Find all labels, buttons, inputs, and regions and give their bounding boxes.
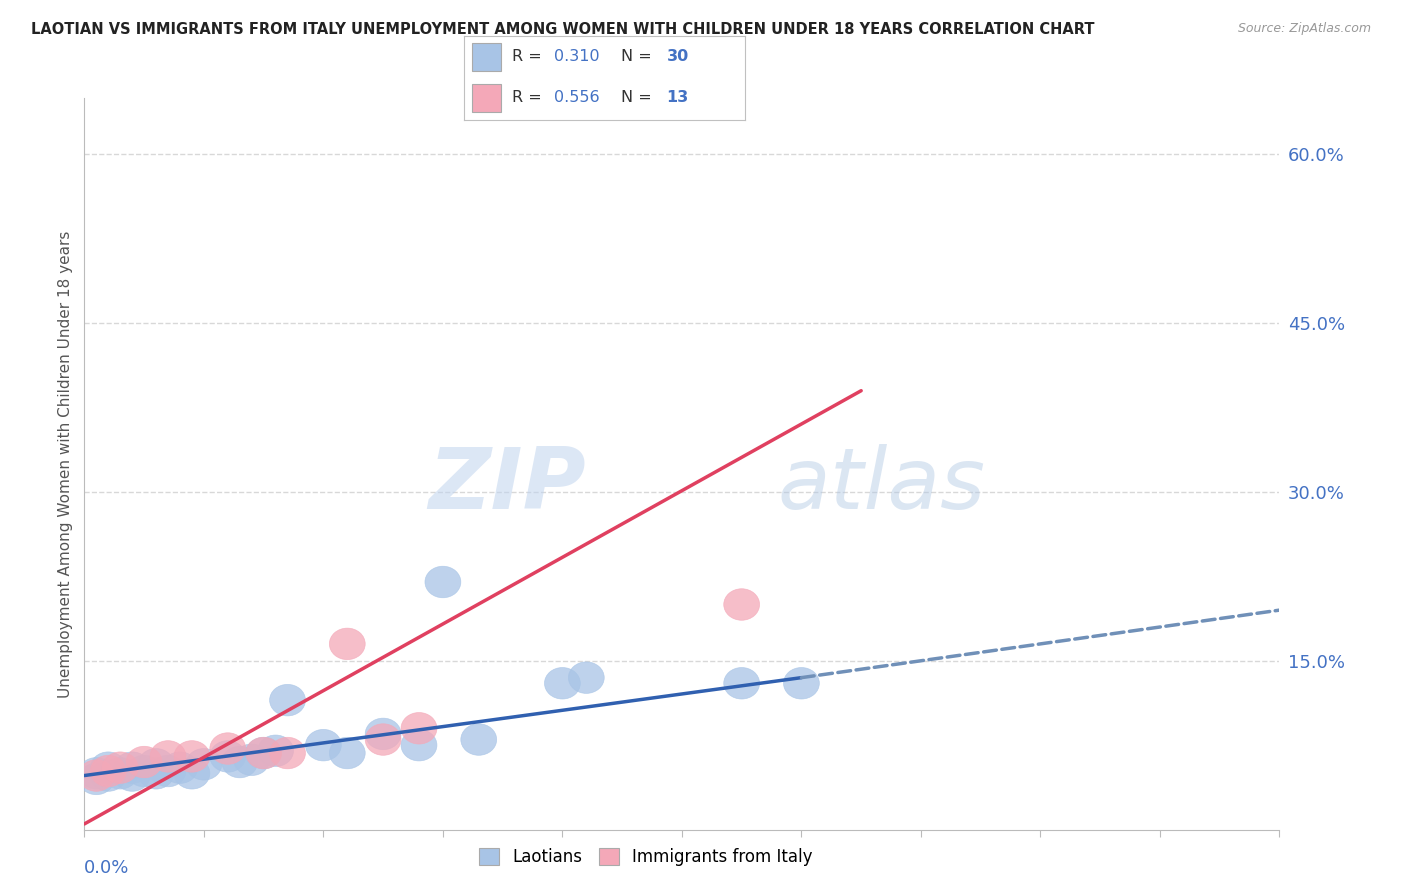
Ellipse shape	[401, 713, 437, 744]
Ellipse shape	[246, 738, 281, 769]
Ellipse shape	[305, 730, 342, 761]
Text: atlas: atlas	[778, 444, 986, 527]
Ellipse shape	[366, 723, 401, 756]
Ellipse shape	[150, 740, 186, 772]
Ellipse shape	[127, 747, 162, 778]
Text: LAOTIAN VS IMMIGRANTS FROM ITALY UNEMPLOYMENT AMONG WOMEN WITH CHILDREN UNDER 18: LAOTIAN VS IMMIGRANTS FROM ITALY UNEMPLO…	[31, 22, 1094, 37]
Ellipse shape	[544, 667, 581, 699]
Ellipse shape	[138, 748, 174, 780]
FancyBboxPatch shape	[472, 84, 501, 112]
Ellipse shape	[90, 752, 127, 783]
Ellipse shape	[90, 756, 127, 787]
Ellipse shape	[257, 735, 294, 766]
Ellipse shape	[103, 752, 138, 783]
Ellipse shape	[103, 757, 138, 789]
Ellipse shape	[401, 730, 437, 761]
Ellipse shape	[270, 738, 305, 769]
Ellipse shape	[209, 740, 246, 772]
Text: R =: R =	[512, 90, 541, 105]
Ellipse shape	[150, 756, 186, 787]
Text: 0.556: 0.556	[554, 90, 599, 105]
Text: N =: N =	[621, 90, 652, 105]
Text: 30: 30	[666, 49, 689, 64]
Ellipse shape	[174, 757, 209, 789]
Ellipse shape	[222, 747, 257, 778]
Ellipse shape	[724, 589, 759, 620]
Y-axis label: Unemployment Among Women with Children Under 18 years: Unemployment Among Women with Children U…	[58, 230, 73, 698]
Ellipse shape	[209, 733, 246, 764]
Text: Source: ZipAtlas.com: Source: ZipAtlas.com	[1237, 22, 1371, 36]
Ellipse shape	[79, 760, 114, 791]
Ellipse shape	[79, 757, 114, 789]
Ellipse shape	[329, 738, 366, 769]
Ellipse shape	[233, 744, 270, 775]
FancyBboxPatch shape	[472, 44, 501, 71]
Text: 13: 13	[666, 90, 689, 105]
Text: N =: N =	[621, 49, 652, 64]
Ellipse shape	[461, 723, 496, 756]
Ellipse shape	[783, 667, 820, 699]
Legend: Laotians, Immigrants from Italy: Laotians, Immigrants from Italy	[472, 841, 820, 872]
Text: R =: R =	[512, 49, 541, 64]
Text: 0.0%: 0.0%	[84, 859, 129, 877]
Ellipse shape	[366, 718, 401, 749]
Ellipse shape	[724, 667, 759, 699]
Ellipse shape	[90, 760, 127, 791]
Text: ZIP: ZIP	[429, 444, 586, 527]
Ellipse shape	[270, 684, 305, 716]
Ellipse shape	[127, 756, 162, 787]
Text: 0.310: 0.310	[554, 49, 599, 64]
Ellipse shape	[114, 752, 150, 783]
Ellipse shape	[568, 662, 605, 693]
Ellipse shape	[329, 628, 366, 660]
Ellipse shape	[79, 764, 114, 795]
Ellipse shape	[138, 757, 174, 789]
Ellipse shape	[162, 752, 198, 783]
Ellipse shape	[114, 760, 150, 791]
Ellipse shape	[186, 748, 222, 780]
Ellipse shape	[425, 566, 461, 598]
Ellipse shape	[174, 740, 209, 772]
Ellipse shape	[246, 738, 281, 769]
